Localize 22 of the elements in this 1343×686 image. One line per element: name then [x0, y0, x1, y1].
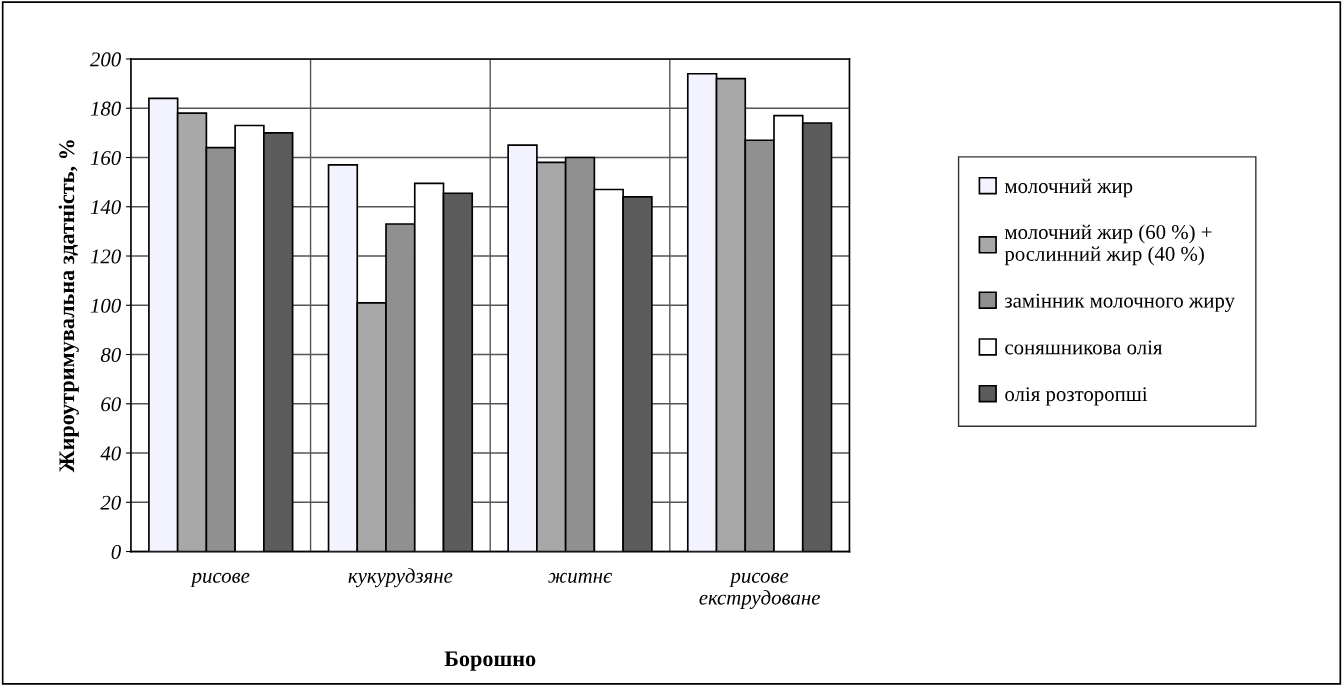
- y-tick-label: 160: [90, 150, 121, 165]
- y-tick-label: 100: [90, 298, 121, 313]
- legend-label: замінник молочного жиру: [1005, 293, 1235, 312]
- y-tick-label: 140: [90, 200, 121, 215]
- x-axis-title: Борошно: [444, 651, 536, 671]
- y-tick-label: 20: [100, 495, 121, 510]
- legend-label: соняшникова олія: [1005, 340, 1163, 355]
- legend-label: молочний жир (60 %) + рослинний жир (40 %): [1004, 224, 1212, 266]
- y-tick-label: 180: [90, 101, 121, 116]
- y-tick-label: 0: [111, 544, 121, 559]
- y-tick-label: 200: [89, 52, 121, 67]
- legend-label: олія розторопші: [1005, 387, 1148, 406]
- y-tick-label: 120: [90, 249, 121, 264]
- legend-label: молочний жир: [1004, 178, 1133, 198]
- y-axis-title: Жироутримувальна здатність, %: [58, 140, 79, 473]
- y-tick-label: 80: [100, 347, 121, 362]
- y-tick-label: 40: [100, 446, 121, 461]
- x-tick-label: рисове екструдоване: [699, 572, 821, 609]
- x-tick-label: рисове: [190, 572, 250, 588]
- x-tick-label: кукурудзяне: [348, 568, 453, 588]
- x-tick-label: житнє: [548, 572, 613, 583]
- y-tick-label: 60: [101, 397, 121, 412]
